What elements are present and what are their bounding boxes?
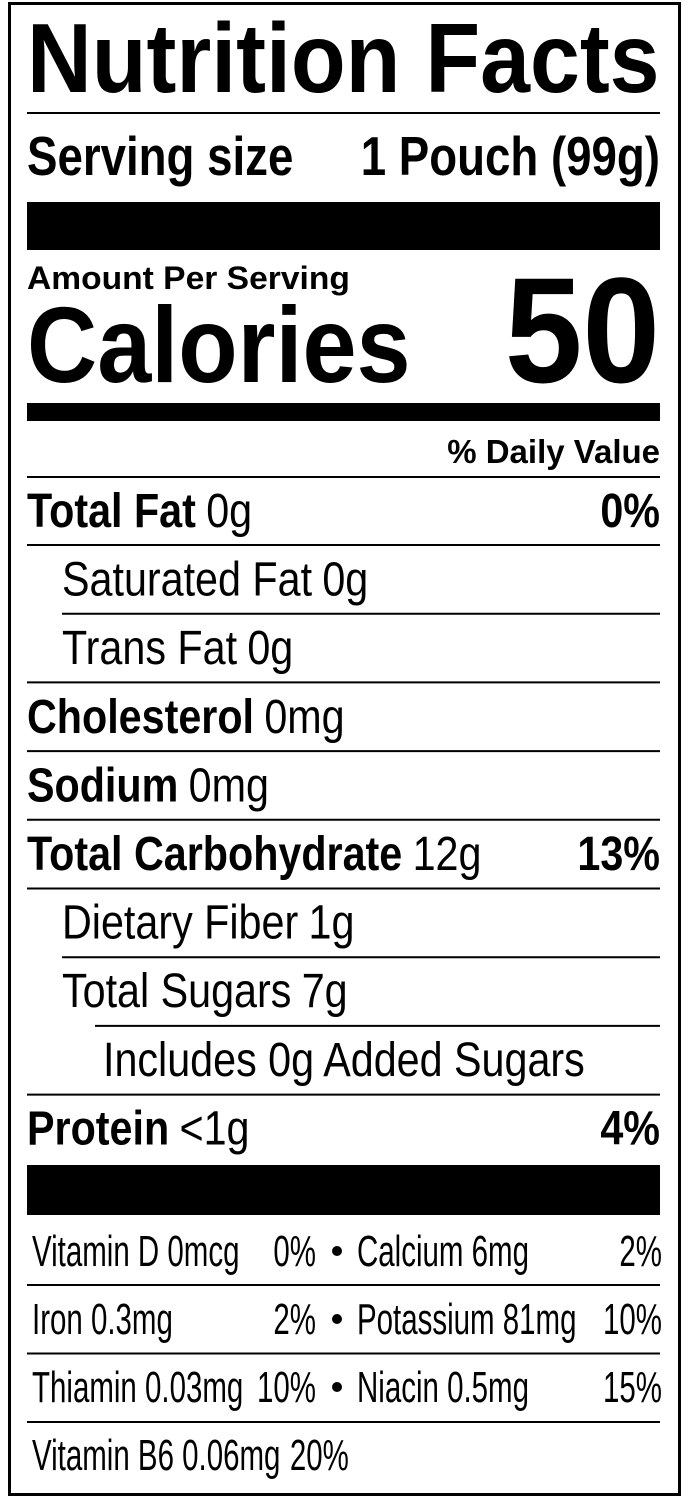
nutrient-name: Includes 0g Added Sugars bbox=[103, 1033, 585, 1087]
nutrient-row-text: Total Carbohydrate 12g bbox=[27, 827, 481, 881]
nutrient-name: Trans Fat bbox=[62, 621, 238, 675]
nutrient-name: Sodium bbox=[27, 759, 178, 813]
nutrient-amount: <1g bbox=[179, 1102, 249, 1156]
daily-value-header: % Daily Value bbox=[447, 433, 660, 470]
serving-label: Serving size bbox=[27, 125, 293, 187]
serving-value: 1 Pouch (99g) bbox=[361, 125, 660, 187]
micronutrient-name: Thiamin 0.03mg bbox=[32, 1362, 243, 1411]
micronutrient-daily-value: 2% bbox=[273, 1294, 316, 1343]
nutrient-daily-value: 0% bbox=[600, 484, 660, 538]
micronutrient-text: Vitamin B6 0.06mg 20% bbox=[32, 1430, 349, 1479]
nutrient-amount: 0mg bbox=[264, 690, 344, 744]
nutrient-amount: 7g bbox=[302, 964, 348, 1018]
micronutrient-daily-value: 20% bbox=[290, 1430, 349, 1479]
nutrient-amount: 0g bbox=[322, 553, 368, 607]
thick-bar bbox=[27, 403, 660, 421]
nutrient-name: Total Sugars bbox=[62, 964, 291, 1018]
nutrient-row-text: Dietary Fiber 1g bbox=[62, 896, 354, 950]
calories-value: 50 bbox=[505, 246, 660, 414]
nutrient-name: Cholesterol bbox=[27, 690, 254, 744]
nutrient-row-text: Saturated Fat 0g bbox=[62, 553, 368, 607]
bullet bbox=[332, 1382, 342, 1392]
label-border bbox=[8, 2, 681, 1496]
nutrient-amount: 0mg bbox=[189, 759, 269, 813]
micronutrient-daily-value: 10% bbox=[603, 1294, 662, 1343]
nutrient-row-text: Cholesterol 0mg bbox=[27, 690, 345, 744]
micronutrient-name: Calcium 6mg bbox=[357, 1226, 529, 1275]
title: Nutrition Facts bbox=[27, 3, 660, 113]
nutrient-row-text: Protein <1g bbox=[27, 1102, 249, 1156]
nutrient-row-text: Trans Fat 0g bbox=[62, 621, 293, 675]
micronutrient-daily-value: 0% bbox=[273, 1226, 316, 1275]
micronutrient-name: Niacin 0.5mg bbox=[357, 1362, 529, 1411]
nutrient-row-text: Total Fat 0g bbox=[27, 484, 252, 538]
nutrient-name: Dietary Fiber bbox=[62, 896, 298, 950]
nutrient-name: Total Fat bbox=[27, 484, 196, 538]
nutrient-amount: 1g bbox=[309, 896, 355, 950]
nutrient-name: Total Carbohydrate bbox=[27, 827, 402, 881]
micronutrient-name: Vitamin D 0mcg bbox=[32, 1226, 239, 1275]
nutrient-row-text: Sodium 0mg bbox=[27, 759, 269, 813]
micronutrient-daily-value: 10% bbox=[257, 1362, 316, 1411]
bullet bbox=[332, 1246, 342, 1256]
micronutrient-name: Vitamin B6 0.06mg bbox=[32, 1430, 280, 1479]
nutrient-row-text: Includes 0g Added Sugars bbox=[103, 1033, 585, 1087]
calories-label: Calories bbox=[27, 284, 411, 405]
nutrient-amount: 0g bbox=[247, 621, 293, 675]
nutrient-amount: 12g bbox=[413, 827, 482, 881]
nutrient-row-text: Total Sugars 7g bbox=[62, 964, 348, 1018]
nutrient-daily-value: 13% bbox=[577, 827, 660, 881]
nutrient-name: Protein bbox=[27, 1102, 169, 1156]
nutrient-name: Saturated Fat bbox=[62, 553, 313, 607]
micronutrient-name: Iron 0.3mg bbox=[32, 1294, 173, 1343]
thick-bar bbox=[27, 202, 660, 250]
amount-per-serving: Amount Per Serving bbox=[27, 260, 350, 296]
micronutrient-name: Potassium 81mg bbox=[357, 1294, 576, 1343]
micronutrient-daily-value: 15% bbox=[603, 1362, 662, 1411]
micronutrient-daily-value: 2% bbox=[619, 1226, 662, 1275]
nutrient-amount: 0g bbox=[206, 484, 252, 538]
nutrient-daily-value: 4% bbox=[600, 1102, 660, 1156]
thick-bar bbox=[27, 1165, 660, 1215]
bullet bbox=[332, 1314, 342, 1324]
